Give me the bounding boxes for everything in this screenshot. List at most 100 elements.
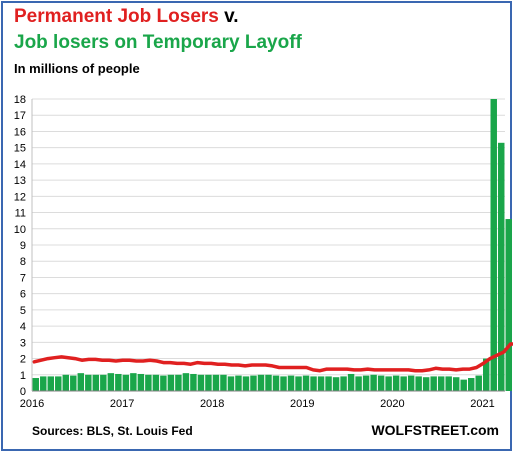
- bar-temporary-layoff: [92, 374, 100, 391]
- y-tick-label: 10: [14, 224, 26, 236]
- bar-temporary-layoff: [107, 373, 115, 391]
- source-note: Sources: BLS, St. Louis Fed: [32, 424, 193, 438]
- bar-temporary-layoff: [407, 375, 415, 391]
- bar-temporary-layoff: [295, 376, 302, 391]
- x-tick-labels: 2016 2017 2018 2019 2020 2021: [20, 398, 495, 410]
- bar-temporary-layoff: [62, 374, 70, 391]
- bar-temporary-layoff: [317, 376, 325, 391]
- y-tick-label: 16: [14, 126, 26, 138]
- bar-temporary-layoff: [370, 374, 377, 391]
- axes: [31, 99, 505, 392]
- bar-temporary-layoff: [347, 373, 355, 391]
- bar-temporary-layoff: [212, 374, 220, 391]
- brand-label: WOLFSTREET.com: [371, 422, 499, 438]
- x-tick-label: 2018: [200, 398, 224, 410]
- bar-temporary-layoff: [175, 374, 182, 391]
- bar-temporary-layoff: [280, 376, 287, 391]
- bar-temporary-layoff: [70, 375, 77, 391]
- y-tick-label: 14: [14, 159, 26, 171]
- bar-temporary-layoff: [167, 374, 175, 391]
- bar-temporary-layoff: [160, 375, 167, 391]
- bar-temporary-layoff: [400, 376, 407, 391]
- y-tick-label: 18: [14, 94, 26, 106]
- bar-temporary-layoff: [152, 374, 160, 391]
- bar-temporary-layoff: [32, 378, 39, 391]
- bar-temporary-layoff: [355, 376, 362, 391]
- y-tick-label: 9: [20, 240, 26, 252]
- chart-title-line-2: Job losers on Temporary Layoff: [14, 32, 302, 53]
- bar-temporary-layoff: [377, 375, 385, 391]
- y-tick-label: 5: [20, 305, 26, 317]
- bar-temporary-layoff: [302, 375, 310, 391]
- bar-temporary-layoff: [392, 375, 400, 391]
- bar-temporary-layoff: [85, 374, 92, 391]
- bar-temporary-layoff: [287, 375, 295, 391]
- x-tick-label: 2016: [20, 398, 44, 410]
- bar-temporary-layoff: [490, 99, 497, 391]
- bar-temporary-layoff: [422, 377, 430, 391]
- bar-temporary-layoff: [190, 373, 197, 391]
- bar-temporary-layoff: [498, 142, 505, 391]
- bar-temporary-layoff: [475, 375, 482, 391]
- chart-subtitle: In millions of people: [14, 61, 140, 76]
- bar-temporary-layoff: [182, 373, 190, 391]
- bar-temporary-layoff: [445, 376, 452, 391]
- bar-temporary-layoff: [467, 378, 475, 391]
- bar-temporary-layoff: [55, 376, 62, 391]
- y-tick-label: 8: [20, 256, 26, 268]
- y-tick-label: 15: [14, 143, 26, 155]
- y-tick-label: 7: [20, 272, 26, 284]
- y-tick-label: 3: [20, 337, 26, 349]
- y-tick-label: 0: [20, 386, 26, 398]
- bar-temporary-layoff: [137, 373, 145, 391]
- y-tick-label: 17: [14, 110, 26, 122]
- y-tick-label: 2: [20, 354, 26, 366]
- bar-temporary-layoff: [220, 374, 227, 391]
- bar-temporary-layoff: [483, 358, 490, 391]
- y-tick-label: 12: [14, 191, 26, 203]
- line-series: [32, 342, 513, 373]
- x-tick-label: 2021: [470, 398, 494, 410]
- y-tick-label: 11: [15, 208, 26, 220]
- bar-temporary-layoff: [460, 379, 467, 391]
- bar-temporary-layoff: [257, 374, 265, 391]
- bar-temporary-layoff: [385, 376, 392, 391]
- bar-temporary-layoff: [122, 374, 130, 391]
- bar-temporary-layoff: [235, 375, 242, 391]
- bar-series: [32, 99, 512, 391]
- bar-temporary-layoff: [505, 219, 512, 391]
- line-permanent-job-losers: [32, 342, 513, 373]
- bar-temporary-layoff: [325, 376, 332, 391]
- bar-temporary-layoff: [100, 374, 107, 391]
- bar-temporary-layoff: [47, 376, 54, 391]
- y-tick-label: 13: [14, 175, 26, 187]
- bar-temporary-layoff: [115, 373, 122, 391]
- bar-temporary-layoff: [430, 376, 437, 391]
- bar-temporary-layoff: [227, 376, 235, 391]
- bar-temporary-layoff: [130, 373, 137, 391]
- bar-temporary-layoff: [332, 377, 340, 391]
- bar-temporary-layoff: [272, 375, 280, 391]
- bar-temporary-layoff: [40, 376, 47, 391]
- bar-temporary-layoff: [415, 376, 422, 391]
- bar-temporary-layoff: [310, 376, 317, 391]
- x-tick-label: 2019: [290, 398, 314, 410]
- bar-temporary-layoff: [340, 376, 347, 391]
- y-tick-label: 1: [20, 370, 26, 382]
- bar-temporary-layoff: [437, 376, 445, 391]
- bar-temporary-layoff: [77, 373, 85, 391]
- bar-temporary-layoff: [362, 375, 370, 391]
- bar-temporary-layoff: [242, 376, 250, 391]
- y-tick-label: 4: [20, 321, 26, 333]
- x-tick-label: 2017: [110, 398, 134, 410]
- chart-title-line-1: Permanent Job Losers v.: [14, 6, 239, 27]
- bar-temporary-layoff: [197, 374, 205, 391]
- y-tick-label: 6: [20, 289, 26, 301]
- bar-temporary-layoff: [205, 374, 212, 391]
- bar-temporary-layoff: [145, 374, 152, 391]
- bar-temporary-layoff: [452, 377, 460, 391]
- grid-lines: [32, 98, 505, 376]
- bar-temporary-layoff: [250, 375, 257, 391]
